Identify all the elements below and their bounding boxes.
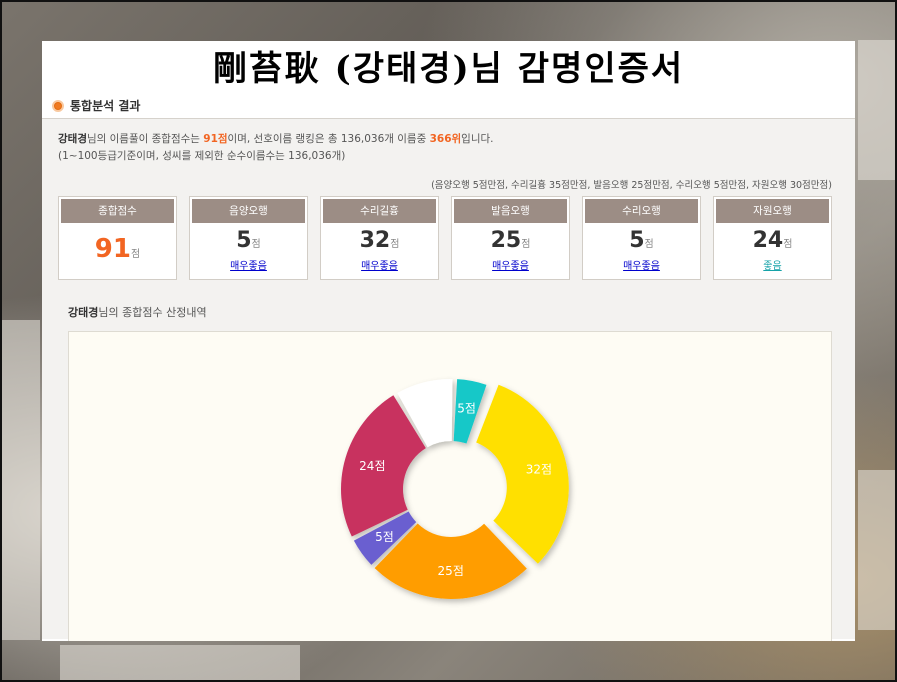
- score-card-pronunciation: 발음오행 25점 매우좋음: [451, 196, 570, 280]
- card-value: 25: [490, 228, 522, 253]
- page-title: 剛苔耿 (강태경)님 감명인증서: [212, 49, 685, 89]
- card-label: 발음오행: [454, 199, 567, 223]
- card-unit: 점: [251, 239, 261, 250]
- bullet-icon: [52, 99, 64, 112]
- donut-slice[interactable]: [353, 511, 417, 565]
- card-value: 32: [359, 228, 391, 253]
- card-value: 91: [94, 234, 131, 264]
- card-value: 24: [752, 228, 784, 253]
- summary-text-1: 님의 이름풀이 종합점수는: [86, 133, 204, 145]
- score-card-eumyang: 음양오행 5점 매우좋음: [189, 196, 308, 280]
- card-grade-link[interactable]: 매우좋음: [230, 261, 267, 272]
- donut-chart: 5점 32점 25점 5점 24점: [341, 379, 569, 599]
- summary-rank: 366위: [429, 133, 462, 145]
- score-card-suri-ohaeng: 수리오행 5점 매우좋음: [582, 196, 701, 280]
- card-unit: 점: [390, 239, 400, 250]
- card-unit: 점: [644, 239, 654, 250]
- donut-label: 25점: [438, 564, 464, 578]
- score-card-total: 종합점수 91점: [58, 196, 177, 280]
- card-unit: 점: [521, 239, 531, 250]
- card-grade-link[interactable]: 매우좋음: [623, 261, 660, 272]
- card-label: 종합점수: [61, 199, 174, 223]
- summary-text: 강태경님의 이름풀이 종합점수는 91점이며, 선호이름 랭킹은 총 136,0…: [58, 131, 832, 165]
- card-grade-link[interactable]: 매우좋음: [492, 261, 529, 272]
- summary-note: (1~100등급기준이며, 성씨를 제외한 순수이름수는 136,036개): [58, 150, 346, 162]
- card-grade-link[interactable]: 매우좋음: [361, 261, 398, 272]
- card-unit: 점: [130, 249, 141, 260]
- score-card-suri-gilhyung: 수리길흉 32점 매우좋음: [320, 196, 439, 280]
- card-value: 5: [629, 228, 645, 253]
- chart-heading-text: 님의 종합점수 산정내역: [98, 306, 207, 319]
- summary-text-3: 입니다.: [461, 133, 494, 145]
- chart-heading: 강태경님의 종합점수 산정내역: [68, 304, 832, 320]
- donut-label: 5점: [375, 530, 394, 544]
- donut-slice[interactable]: [397, 379, 453, 448]
- summary-text-2: 이며, 선호이름 랭킹은 총 136,036개 이름중: [227, 133, 430, 145]
- max-score-note: (음양오행 5점만점, 수리길흉 35점만점, 발음오행 25점만점, 수리오행…: [431, 180, 832, 191]
- donut-slice[interactable]: [453, 379, 487, 444]
- summary-score: 91점: [203, 133, 228, 145]
- chart-heading-name: 강태경: [68, 306, 99, 319]
- card-label: 음양오행: [192, 199, 305, 223]
- card-label: 수리길흉: [323, 199, 436, 223]
- donut-label: 5점: [457, 402, 476, 416]
- chart-area: 5점 32점 25점 5점 24점: [68, 331, 832, 641]
- score-card-jawon: 자원오행 24점 좋음: [713, 196, 832, 280]
- card-label: 자원오행: [716, 199, 829, 223]
- certificate-panel: 剛苔耿 (강태경)님 감명인증서 통합분석 결과 강태경님의 이름풀이 종합점수…: [42, 41, 855, 641]
- donut-label: 32점: [526, 463, 552, 477]
- donut-slice[interactable]: [476, 384, 569, 564]
- summary-name: 강태경: [58, 133, 87, 145]
- card-label: 수리오행: [585, 199, 698, 223]
- score-cards: 종합점수 91점 음양오행 5점 매우좋음 수리길흉 32점 매우좋음 발음오행…: [58, 196, 832, 280]
- donut-slice[interactable]: [374, 523, 527, 599]
- card-value: 5: [236, 228, 252, 253]
- section-label: 통합분석 결과: [70, 99, 141, 113]
- donut-slice[interactable]: [341, 395, 426, 537]
- section-header: 통합분석 결과: [42, 93, 855, 119]
- result-content: 강태경님의 이름풀이 종합점수는 91점이며, 선호이름 랭킹은 총 136,0…: [42, 119, 855, 641]
- card-grade-link[interactable]: 좋음: [763, 261, 782, 272]
- card-unit: 점: [783, 239, 793, 250]
- donut-label: 24점: [359, 459, 385, 473]
